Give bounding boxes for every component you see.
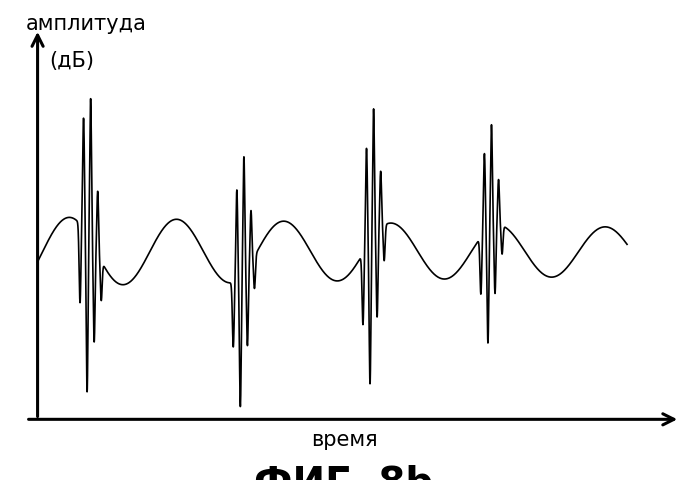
Text: ФИГ. 8b: ФИГ. 8b	[255, 465, 434, 480]
Text: время: время	[311, 430, 377, 450]
Text: амплитуда: амплитуда	[26, 14, 147, 35]
Text: (дБ): (дБ)	[50, 51, 94, 71]
